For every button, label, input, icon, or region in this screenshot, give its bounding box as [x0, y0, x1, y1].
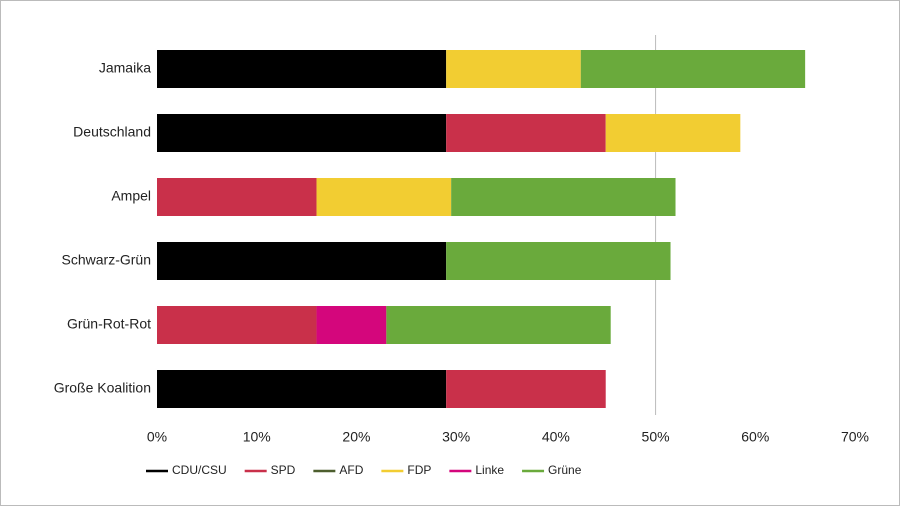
x-tick-label: 20% [342, 429, 370, 445]
y-tick-label: Jamaika [99, 60, 151, 76]
y-tick-label: Schwarz-Grün [62, 252, 151, 268]
legend-label: Grüne [548, 463, 582, 477]
bar-segment [446, 370, 606, 408]
y-tick-label: Große Koalition [54, 380, 151, 396]
bar-segment [446, 114, 606, 152]
x-tick-label: 70% [841, 429, 869, 445]
x-tick-label: 40% [542, 429, 570, 445]
legend-label: SPD [271, 463, 296, 477]
bar-segment [157, 306, 317, 344]
bar-segment [386, 306, 611, 344]
y-tick-label: Deutschland [73, 124, 151, 140]
x-tick-label: 30% [442, 429, 470, 445]
bar-segment [157, 114, 447, 152]
legend-label: AFD [339, 463, 363, 477]
bar-segment [157, 370, 447, 408]
legend-label: Linke [475, 463, 504, 477]
y-tick-label: Ampel [111, 188, 151, 204]
x-tick-label: 0% [147, 429, 167, 445]
y-tick-label: Grün-Rot-Rot [67, 316, 151, 332]
legend-label: FDP [407, 463, 431, 477]
x-tick-label: 60% [741, 429, 769, 445]
bar-segment [157, 50, 447, 88]
bar-segment [451, 178, 676, 216]
bar-segment [446, 242, 671, 280]
bar-segment [157, 178, 317, 216]
bar-segment [316, 178, 452, 216]
bar-segment [316, 306, 387, 344]
x-tick-label: 50% [642, 429, 670, 445]
bar-segment [446, 50, 581, 88]
bar-segment [157, 242, 447, 280]
bar-segment [580, 50, 806, 88]
legend-label: CDU/CSU [172, 463, 227, 477]
x-tick-label: 10% [243, 429, 271, 445]
bar-segment [605, 114, 741, 152]
